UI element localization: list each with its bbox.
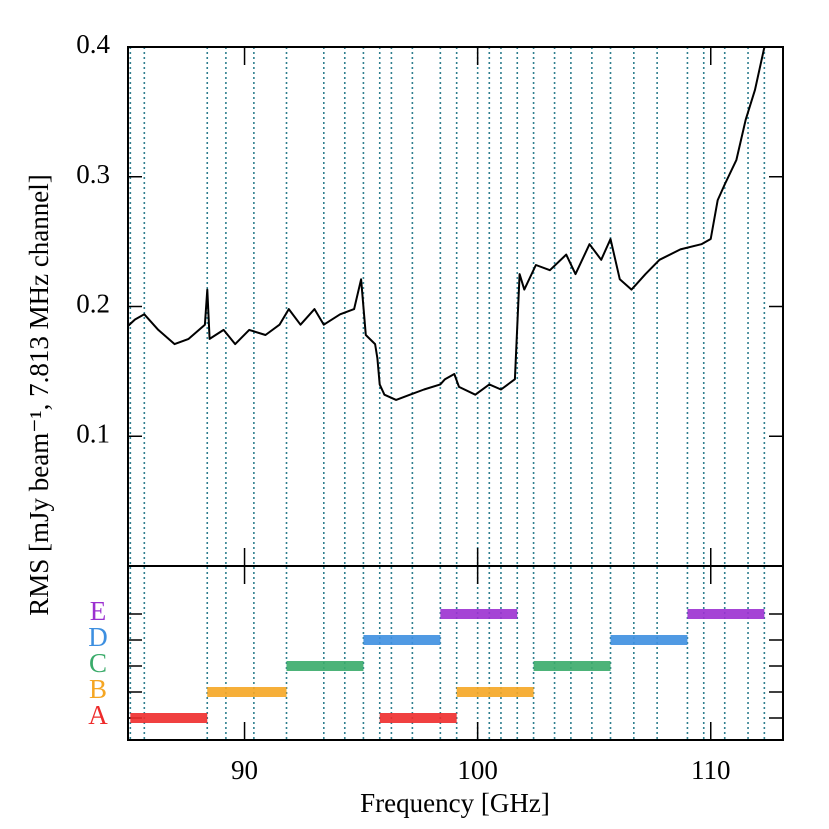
setup-bar <box>363 635 441 645</box>
rms-line <box>127 46 766 401</box>
setup-label: E <box>90 596 107 626</box>
x-tick-label: 90 <box>231 755 258 785</box>
setup-bar <box>379 713 457 723</box>
x-tick-label: 100 <box>457 755 498 785</box>
x-axis-label: Frequency [GHz] <box>360 788 550 818</box>
setup-bar <box>440 609 518 619</box>
setup-bar <box>687 609 765 619</box>
y-tick-label: 0.3 <box>76 159 110 189</box>
y-tick-label: 0.1 <box>76 418 110 448</box>
setup-bar <box>207 687 287 697</box>
frame <box>127 46 784 741</box>
setup-bar <box>286 661 364 671</box>
setup-label: B <box>89 674 107 704</box>
y-tick-label: 0.2 <box>76 289 110 319</box>
setup-label: C <box>89 648 107 678</box>
setup-bar <box>610 635 688 645</box>
setup-label: A <box>88 700 108 730</box>
y-tick-label: 0.4 <box>76 29 110 59</box>
x-tick-label: 110 <box>691 755 731 785</box>
setup-label: D <box>88 622 108 652</box>
setup-bar <box>456 687 534 697</box>
setup-bar <box>533 661 611 671</box>
y-axis-label: RMS [mJy beam⁻¹, 7.813 MHz channel] <box>24 174 54 616</box>
setup-bar <box>130 713 208 723</box>
